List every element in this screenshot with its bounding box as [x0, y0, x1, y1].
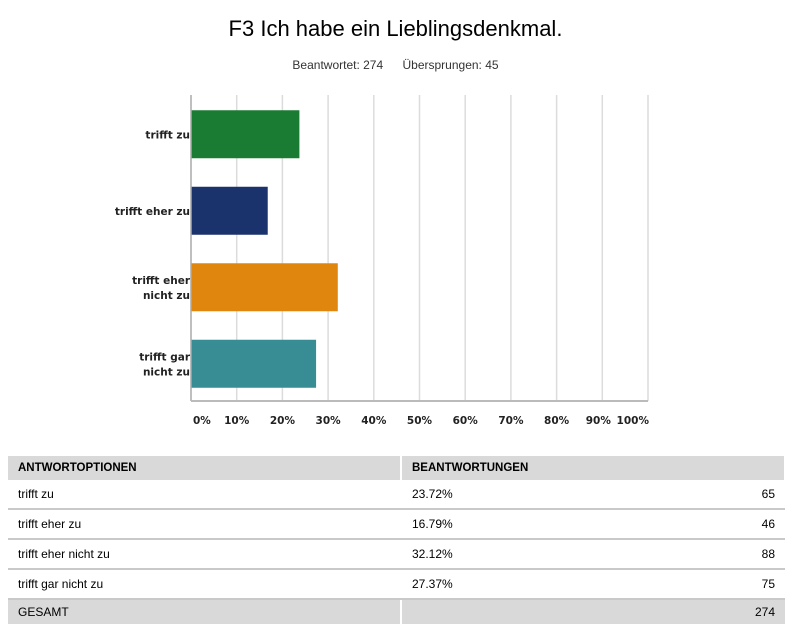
gridlines [235, 95, 649, 401]
axes [190, 95, 648, 402]
category-labels: trifft zu trifft eher zu trifft eher nicht … [115, 129, 191, 378]
category-label: nicht zu [143, 366, 190, 378]
response-percent: 32.12% [412, 547, 453, 561]
response-percent: 23.72% [412, 487, 453, 501]
question-title: F3 Ich habe ein Lieblingsdenkmal. [228, 16, 563, 41]
tick-label: 70% [498, 415, 524, 427]
responses-table: ANTWORTOPTIONEN BEANTWORTUNGEN trifft zu… [8, 456, 786, 624]
total-count: 274 [754, 605, 775, 619]
header-responses: BEANTWORTUNGEN [401, 456, 786, 480]
category-label: trifft eher zu [115, 206, 190, 218]
response-count: 46 [761, 517, 775, 531]
table-row: trifft zu 23.72% 65 [8, 480, 785, 510]
bar [191, 110, 300, 159]
category-label: trifft zu [145, 129, 190, 141]
tick-label: 10% [224, 415, 250, 427]
tick-label: 100% [617, 415, 650, 427]
category-label: trifft eher [132, 275, 191, 287]
table-row: trifft eher nicht zu 32.12% 88 [8, 539, 785, 570]
response-stats: Beantwortet: 274 Übersprungen: 45 [0, 58, 791, 72]
tick-label: 0% [193, 415, 211, 427]
tick-label: 60% [453, 415, 479, 427]
tick-label: 90% [586, 415, 612, 427]
bar-chart: trifft zu trifft eher zu trifft eher nicht … [115, 95, 649, 427]
skipped-count: Übersprungen: 45 [402, 58, 499, 72]
tick-label: 80% [544, 415, 570, 427]
bars [191, 110, 338, 388]
tick-label: 50% [407, 415, 433, 427]
total-row: GESAMT 274 [8, 599, 785, 624]
option-label: trifft eher nicht zu [8, 539, 402, 570]
tick-label: 40% [361, 415, 387, 427]
response-count: 88 [761, 547, 775, 561]
table-row: trifft gar nicht zu 27.37% 75 [8, 569, 785, 600]
table-header-row: ANTWORTOPTIONEN BEANTWORTUNGEN [8, 456, 786, 480]
header-answer-options: ANTWORTOPTIONEN [8, 456, 402, 480]
category-label: trifft gar [139, 351, 191, 363]
response-count: 65 [761, 487, 775, 501]
tick-label: 30% [316, 415, 342, 427]
response-percent: 27.37% [412, 577, 453, 591]
tick-labels: 0% 10% 20% 30% 40% 50% 60% 70% 80% 90% 100% [193, 415, 649, 427]
tick-label: 20% [270, 415, 296, 427]
bar [191, 186, 268, 235]
answered-count: Beantwortet: 274 [292, 58, 384, 72]
response-percent: 16.79% [412, 517, 453, 531]
total-label: GESAMT [8, 599, 402, 624]
response-count: 75 [761, 577, 775, 591]
bar [191, 339, 317, 388]
table-row: trifft eher zu 16.79% 46 [8, 509, 785, 540]
option-label: trifft gar nicht zu [8, 569, 402, 600]
category-label: nicht zu [143, 290, 190, 302]
option-label: trifft eher zu [8, 509, 402, 540]
bar [191, 263, 338, 312]
option-label: trifft zu [8, 480, 402, 510]
